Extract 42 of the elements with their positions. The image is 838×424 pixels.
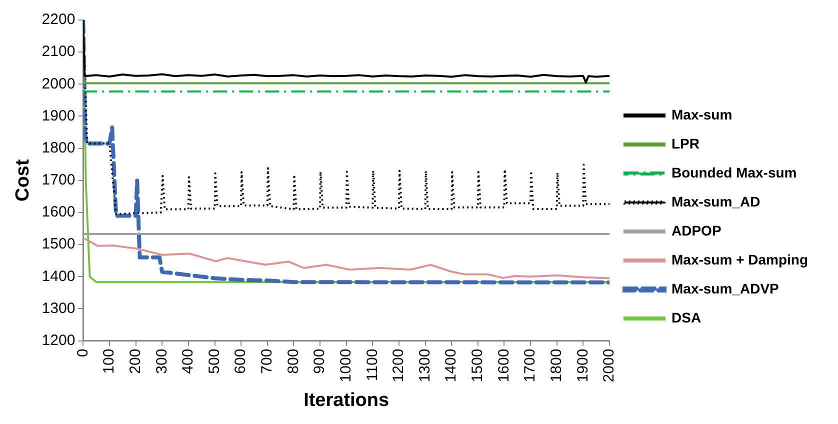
legend-label: Max-sum_AD [672,193,760,210]
legend-label: ADPOP [672,222,722,238]
x-tick-label: 700 [258,348,276,374]
x-tick-label: 1500 [469,348,486,382]
x-tick-label: 900 [311,348,328,374]
x-tick-label: 100 [100,348,118,374]
x-tick-label: 500 [206,348,223,374]
x-tick-label: 1800 [548,348,566,382]
x-tick-label: 1900 [574,348,592,382]
x-tick-label: 300 [153,348,170,374]
x-tick-label: 400 [180,348,197,374]
x-tick-label: 1300 [416,348,434,382]
y-tick-label: 1800 [42,139,76,156]
x-tick-label: 1600 [495,348,512,382]
y-tick-label: 1600 [42,204,76,221]
y-tick-label: 1200 [42,332,76,349]
y-tick-label: 1500 [42,236,76,253]
x-tick-label: 200 [126,348,144,374]
x-axis-title: Iterations [304,390,390,411]
x-tick-label: 1000 [337,348,354,382]
x-tick-label: 800 [284,348,302,374]
y-tick-label: 2200 [42,11,76,28]
x-tick-label: 600 [232,348,250,374]
y-tick-label: 1400 [42,268,76,285]
y-tick-label: 1700 [42,172,76,189]
y-axis-title: Cost [12,158,34,202]
x-tick-label: 1100 [364,348,381,382]
x-tick-label: 2000 [600,348,618,382]
legend-label: Max-sum_ADVP [672,280,779,296]
y-tick-label: 1300 [42,300,76,317]
legend-label: DSA [672,309,702,326]
x-tick-label: 1200 [390,348,408,382]
x-tick-label: 0 [74,348,92,358]
x-tick-label: 1700 [522,348,539,382]
legend-label: Max-sum [672,106,732,122]
legend-label: Bounded Max-sum [672,164,797,180]
y-tick-label: 1900 [42,107,76,124]
legend-label: Max-sum + Damping [672,251,808,268]
y-tick-label: 2000 [42,75,76,92]
legend-label: LPR [672,135,700,152]
x-tick-label: 1400 [442,348,460,382]
y-tick-label: 2100 [42,43,76,60]
